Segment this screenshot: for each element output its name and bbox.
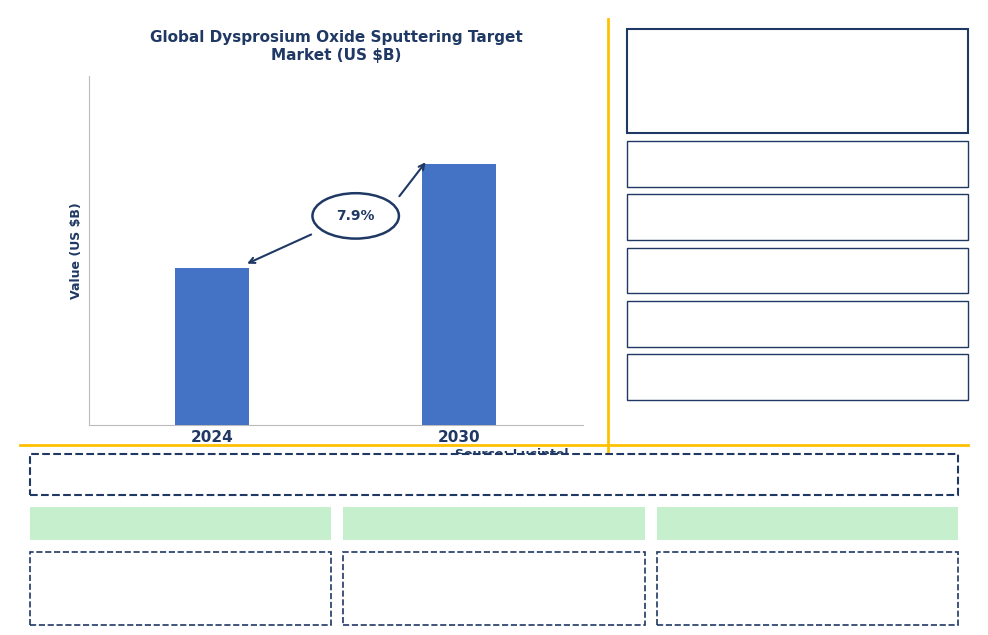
Text: Major Players of Dysprosium Oxide
Sputtering Target Market: Major Players of Dysprosium Oxide Sputte… <box>661 66 935 96</box>
Text: Plansee: Plansee <box>767 317 829 331</box>
Text: • Semiconductors: • Semiconductors <box>351 561 475 574</box>
Text: Materion: Materion <box>763 157 833 171</box>
Text: Source: Lucintel: Source: Lucintel <box>454 448 568 460</box>
Text: • Nanotechnology: • Nanotechnology <box>351 600 477 613</box>
Text: Opportunities for Dysprosium Oxide Sputtering Target by Product Type, Applicatio: Opportunities for Dysprosium Oxide Sputt… <box>121 468 867 481</box>
Text: Product Type: Product Type <box>134 517 226 530</box>
Text: • Thin Film: • Thin Film <box>351 580 428 594</box>
Text: Praxair: Praxair <box>770 210 826 224</box>
Text: 7.9%: 7.9% <box>337 209 374 223</box>
Text: • Electronics: • Electronics <box>665 561 754 574</box>
Bar <box>175 268 249 425</box>
Text: Testbourne: Testbourne <box>754 264 842 277</box>
Text: End Use Industry: End Use Industry <box>748 517 867 530</box>
Text: • Aerospace: • Aerospace <box>665 600 750 613</box>
Text: Lesker: Lesker <box>772 370 824 384</box>
Text: Application: Application <box>454 517 534 530</box>
Text: • Ultra High Purity: • Ultra High Purity <box>38 593 168 606</box>
Y-axis label: Value (US $B): Value (US $B) <box>70 203 83 299</box>
Bar <box>422 163 496 425</box>
Text: • Automotive: • Automotive <box>665 580 758 594</box>
Text: • High Purity: • High Purity <box>38 567 128 580</box>
Title: Global Dysprosium Oxide Sputtering Target
Market (US $B): Global Dysprosium Oxide Sputtering Targe… <box>149 30 523 62</box>
